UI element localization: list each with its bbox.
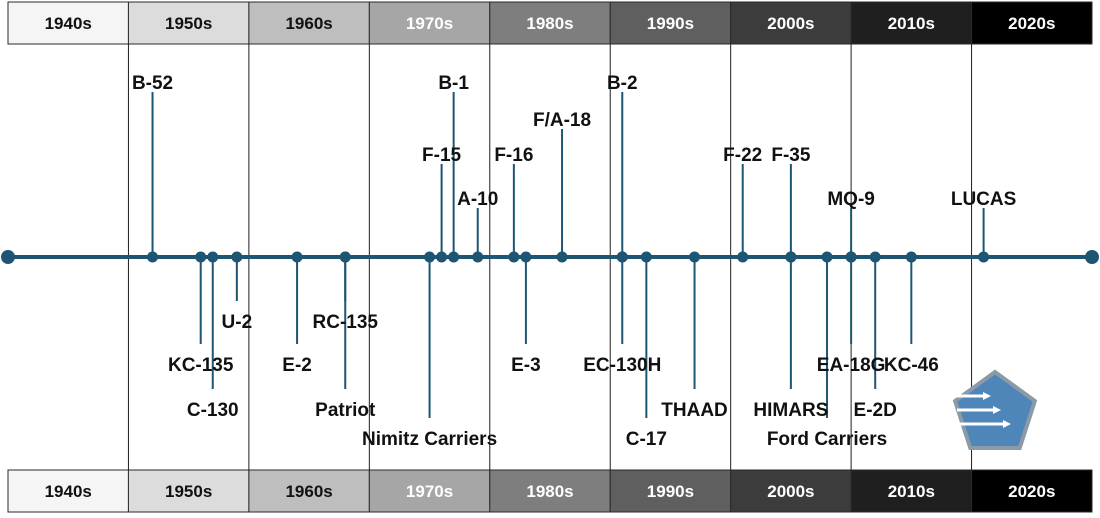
event-label-e-3: E-3 xyxy=(511,355,541,376)
event-label-kc-46: KC-46 xyxy=(884,355,939,376)
event-label-nimitz-carriers: Nimitz Carriers xyxy=(362,429,497,450)
pentagon-logo xyxy=(952,369,1038,450)
event-dot-f-16 xyxy=(508,251,520,263)
event-dot-u-2 xyxy=(231,251,243,263)
top-decade-cell-1990s xyxy=(609,1,732,45)
bottom-decade-cell-1940s xyxy=(7,469,129,513)
event-label-f-16: F-16 xyxy=(494,145,533,166)
bottom-decade-label-1990s: 1990s xyxy=(647,482,694,501)
top-decade-label-1980s: 1980s xyxy=(526,14,573,33)
event-dot-e-3 xyxy=(520,251,532,263)
event-dot-nimitz-carriers xyxy=(424,251,436,263)
top-decade-cell-2020s xyxy=(971,1,1093,45)
event-dot-ea-18g xyxy=(845,251,857,263)
bottom-decade-cell-2010s xyxy=(850,469,973,513)
bottom-decade-label-1940s: 1940s xyxy=(45,482,92,501)
event-dot-thaad xyxy=(689,251,701,263)
logo-arrowhead-icon xyxy=(1003,420,1011,428)
logo-arrowhead-icon xyxy=(993,406,1001,414)
event-label-lucas: LUCAS xyxy=(951,189,1016,210)
top-decade-cell-1960s xyxy=(248,1,370,45)
bottom-decade-label-1950s: 1950s xyxy=(165,482,212,501)
top-decade-cell-1980s xyxy=(489,1,611,45)
timeline-axis xyxy=(1,250,1099,264)
event-label-patriot: Patriot xyxy=(315,400,376,421)
top-decade-cell-2000s xyxy=(730,1,852,45)
bottom-decade-label-1980s: 1980s xyxy=(526,482,573,501)
event-label-mq-9: MQ-9 xyxy=(827,189,875,210)
event-dot-b-1 xyxy=(448,251,460,263)
event-dot-c-17 xyxy=(640,251,652,263)
event-dot-himars xyxy=(785,251,797,263)
event-label-f-15: F-15 xyxy=(422,145,462,166)
event-label-rc-135: RC-135 xyxy=(313,312,379,333)
bottom-decade-band: 1940s 1950s 1960s 1970s 1980s 1990s 2000s 2010s… xyxy=(7,469,1093,513)
bottom-decade-cell-2000s xyxy=(730,469,852,513)
bottom-decade-label-1970s: 1970s xyxy=(406,482,453,501)
top-decade-label-1950s: 1950s xyxy=(165,14,212,33)
event-dot-kc-135 xyxy=(195,251,207,263)
event-label-ford-carriers: Ford Carriers xyxy=(767,429,887,450)
event-dot-ford-carriers xyxy=(821,251,833,263)
event-dot-patriot xyxy=(339,251,351,263)
event-label-ec-130h: EC-130H xyxy=(583,355,661,376)
event-dot-ec-130h xyxy=(616,251,628,263)
event-label-himars: HIMARS xyxy=(753,400,828,421)
event-dot-a-10 xyxy=(472,251,484,263)
event-dot-e-2d xyxy=(869,251,881,263)
event-markers xyxy=(147,251,990,263)
top-decade-label-1940s: 1940s xyxy=(45,14,92,33)
event-label-b-52: B-52 xyxy=(132,73,173,94)
event-dot-f-22 xyxy=(737,251,749,263)
event-dot-f-15 xyxy=(436,251,448,263)
event-label-b-2: B-2 xyxy=(607,73,638,94)
timeline-end-cap xyxy=(1085,250,1099,264)
event-dot-lucas xyxy=(978,251,990,263)
event-label-a-10: A-10 xyxy=(457,189,498,210)
top-decade-cell-1950s xyxy=(127,1,250,45)
event-label-e-2d: E-2D xyxy=(854,400,897,421)
top-decade-band: 1940s 1950s 1960s 1970s 1980s 1990s 2000s 2010s… xyxy=(7,1,1093,45)
top-decade-cell-1940s xyxy=(7,1,129,45)
top-decade-label-2000s: 2000s xyxy=(767,14,814,33)
event-label-f-35: F-35 xyxy=(771,145,811,166)
bottom-decade-label-2000s: 2000s xyxy=(767,482,814,501)
bottom-decade-cell-1980s xyxy=(489,469,611,513)
event-label-c-130: C-130 xyxy=(187,400,239,421)
event-label-kc-135: KC-135 xyxy=(168,355,234,376)
top-decade-label-1960s: 1960s xyxy=(285,14,332,33)
bottom-decade-label-2010s: 2010s xyxy=(888,482,935,501)
top-decade-label-1990s: 1990s xyxy=(647,14,694,33)
event-label-f-a-18: F/A-18 xyxy=(533,110,591,131)
event-dot-kc-46 xyxy=(905,251,917,263)
bottom-decade-cell-1960s xyxy=(248,469,370,513)
top-decade-label-2010s: 2010s xyxy=(888,14,935,33)
event-label-c-17: C-17 xyxy=(626,429,667,450)
event-label-thaad: THAAD xyxy=(661,400,728,421)
event-dot-b-52 xyxy=(147,251,159,263)
bottom-decade-label-2020s: 2020s xyxy=(1008,482,1055,501)
bottom-decade-cell-2020s xyxy=(971,469,1093,513)
timeline-start-cap xyxy=(1,250,15,264)
event-labels: B-52 KC-135 C-130 U-2 E-2 RC-135 Patriot Nimitz… xyxy=(132,73,1016,450)
top-decade-label-2020s: 2020s xyxy=(1008,14,1055,33)
top-decade-cell-1970s xyxy=(368,1,491,45)
event-dot-c-130 xyxy=(207,251,219,263)
logo-arrowhead-icon xyxy=(983,392,991,400)
event-label-f-22: F-22 xyxy=(723,145,762,166)
bottom-decade-label-1960s: 1960s xyxy=(285,482,332,501)
event-label-b-1: B-1 xyxy=(438,73,469,94)
bottom-decade-cell-1970s xyxy=(368,469,491,513)
event-stems xyxy=(151,92,985,418)
event-dot-e-2 xyxy=(291,251,303,263)
event-dot-f-a-18 xyxy=(556,251,568,263)
event-label-ea-18g: EA-18G xyxy=(817,355,886,376)
top-decade-label-1970s: 1970s xyxy=(406,14,453,33)
event-label-e-2: E-2 xyxy=(282,355,312,376)
event-label-u-2: U-2 xyxy=(222,312,253,333)
top-decade-cell-2010s xyxy=(850,1,973,45)
